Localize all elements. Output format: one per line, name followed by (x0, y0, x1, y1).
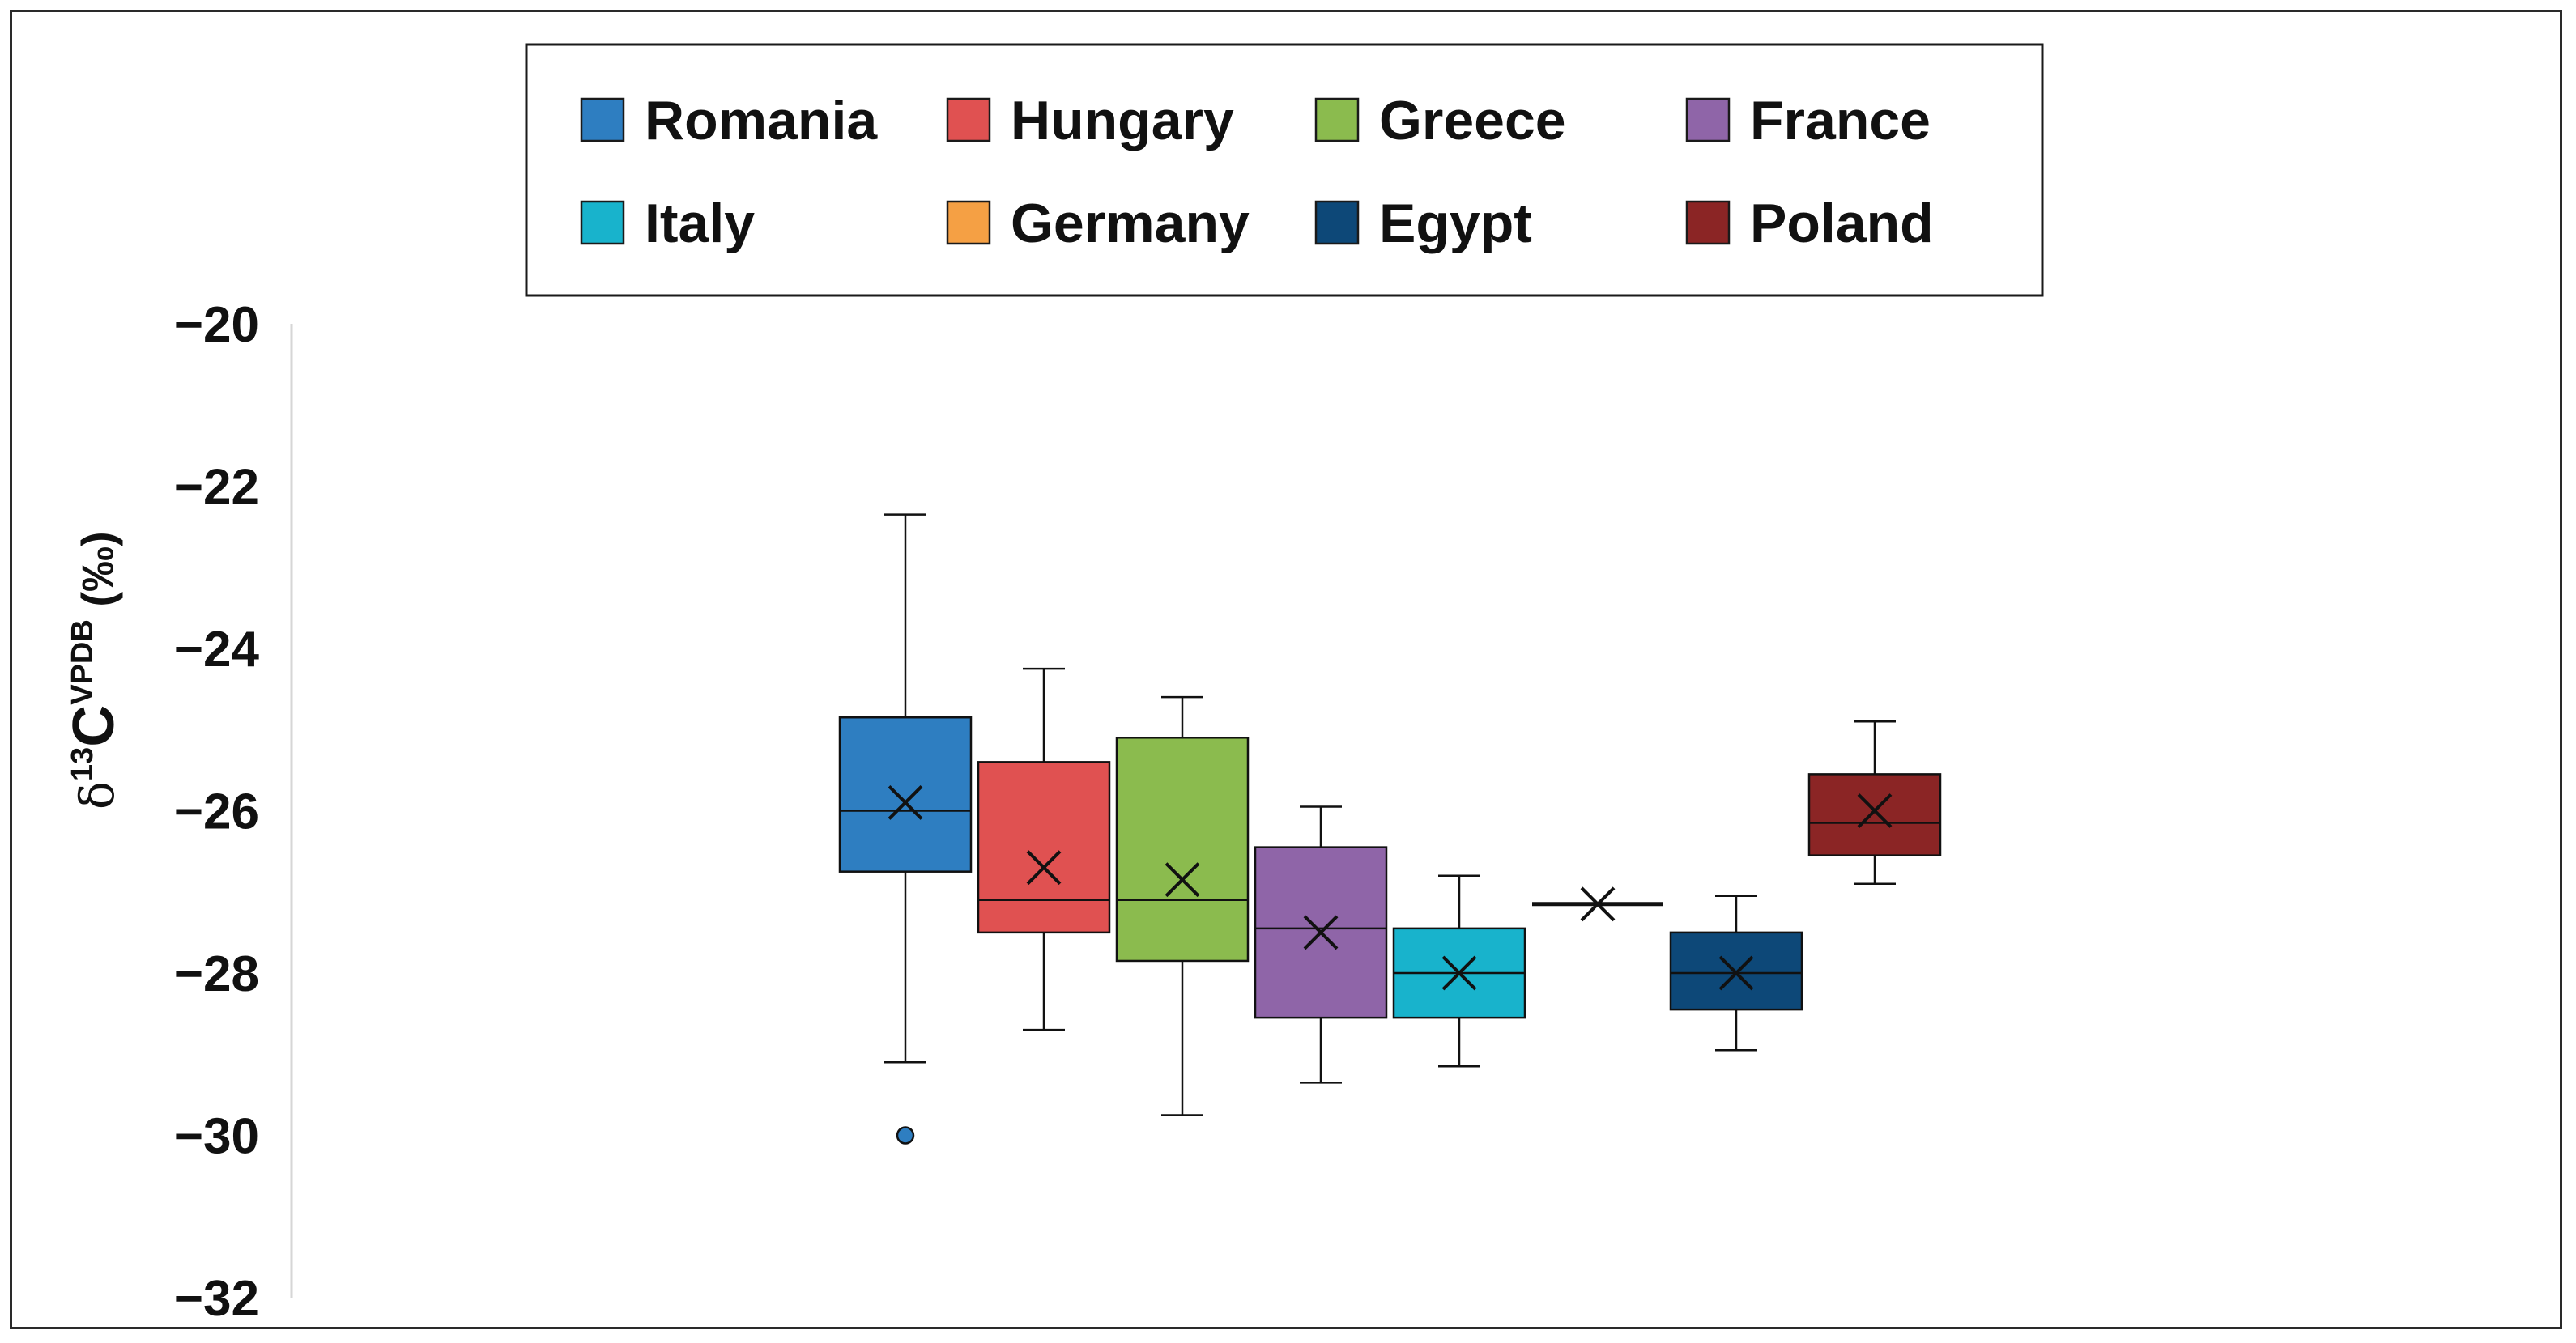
mean-marker (1580, 886, 1616, 922)
box-poland (1807, 720, 1942, 885)
legend: Romania Hungary Greece France Italy Germany Eg… (525, 43, 2044, 297)
mean-marker (1718, 955, 1754, 991)
legend-label: Greece (1379, 90, 1566, 151)
y-tick-label: −28 (174, 946, 259, 1002)
mean-marker (888, 785, 923, 820)
mean-marker (1303, 915, 1339, 950)
box-egypt (1669, 895, 1803, 1052)
y-label-unit: (‰) (72, 531, 123, 619)
box-germany (1532, 886, 1663, 922)
y-label-main: C (62, 705, 126, 747)
box-romania (838, 513, 973, 1145)
y-tick-label: −24 (174, 622, 260, 678)
legend-swatch (580, 200, 625, 245)
y-tick-label: −20 (174, 297, 259, 353)
y-label-delta: δ (70, 781, 125, 810)
y-tick-label: −22 (174, 460, 259, 516)
y-axis-label: δ13CVPDB (‰) (62, 531, 126, 810)
iqr-box (1254, 846, 1388, 1019)
mean-marker (1026, 850, 1062, 886)
legend-label: Hungary (1011, 90, 1234, 151)
legend-label: Germany (1011, 193, 1250, 254)
box-italy (1392, 874, 1526, 1068)
box-france (1254, 805, 1388, 1084)
legend-swatch (1685, 97, 1731, 142)
legend-swatch (946, 97, 991, 142)
mean-marker (1441, 955, 1477, 991)
legend-label: France (1750, 90, 1931, 151)
outlier-point (896, 1126, 915, 1145)
legend-swatch (1685, 200, 1731, 245)
box-greece (1115, 695, 1250, 1116)
iqr-box (838, 716, 973, 873)
legend-label: Italy (645, 193, 755, 254)
legend-label: Poland (1750, 193, 1934, 254)
box-hungary (977, 667, 1111, 1031)
y-axis-title: δ13CVPDB (‰) (62, 531, 126, 810)
legend-label: Egypt (1379, 193, 1532, 254)
legend-swatch (1314, 97, 1360, 142)
y-label-sup: 13 (66, 747, 100, 781)
legend-swatch (580, 97, 625, 142)
y-axis: −20 −22 −24 −26 −28 −30 −32 (174, 297, 293, 1327)
legend-box (525, 43, 2044, 297)
iqr-box (1115, 737, 1250, 963)
y-tick-label: −32 (174, 1271, 259, 1327)
y-tick-label: −30 (174, 1109, 259, 1165)
iqr-box (977, 761, 1111, 934)
legend-label: Romania (645, 90, 878, 151)
mean-marker (1857, 793, 1893, 828)
plot-area (838, 513, 1942, 1145)
y-tick-label: −26 (174, 784, 259, 840)
iqr-box (1807, 773, 1942, 856)
y-label-sup2: VPDB (66, 619, 100, 705)
legend-swatch (1314, 200, 1360, 245)
legend-swatch (946, 200, 991, 245)
mean-marker (1165, 862, 1200, 898)
